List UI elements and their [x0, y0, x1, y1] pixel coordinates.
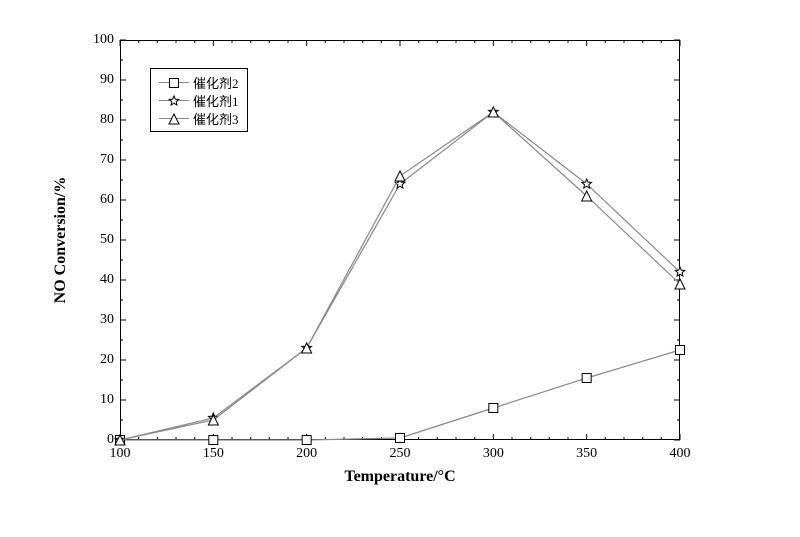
- x-tick-label: 300: [483, 446, 504, 462]
- legend-label: 催化剂2: [193, 73, 239, 92]
- open-star-icon: [169, 96, 179, 106]
- y-tick-label: 40: [74, 272, 114, 288]
- legend-item: 催化剂3: [159, 109, 239, 127]
- legend-label: 催化剂1: [193, 91, 239, 110]
- legend-item: 催化剂1: [159, 91, 239, 109]
- y-tick-label: 100: [74, 32, 114, 48]
- y-tick-label: 90: [74, 72, 114, 88]
- legend: 催化剂2催化剂1催化剂3: [150, 68, 248, 132]
- series-line: [120, 112, 680, 440]
- open-triangle-icon: [169, 114, 179, 124]
- x-tick-label: 200: [296, 446, 317, 462]
- y-tick-label: 70: [74, 152, 114, 168]
- open-square-icon: [169, 78, 179, 88]
- data-point-marker: [395, 171, 405, 181]
- y-tick-label: 50: [74, 232, 114, 248]
- series-line: [120, 112, 680, 440]
- y-tick-label: 0: [74, 432, 114, 448]
- y-tick-label: 20: [74, 352, 114, 368]
- x-tick-label: 350: [576, 446, 597, 462]
- data-point-marker: [582, 374, 591, 383]
- data-point-marker: [489, 404, 498, 413]
- legend-item: 催化剂2: [159, 73, 239, 91]
- legend-label: 催化剂3: [193, 109, 239, 128]
- x-tick-label: 250: [390, 446, 411, 462]
- y-tick-label: 60: [74, 192, 114, 208]
- y-tick-label: 80: [74, 112, 114, 128]
- y-tick-label: 10: [74, 392, 114, 408]
- data-point-marker: [676, 346, 685, 355]
- y-axis-title: NO Conversion/%: [52, 177, 70, 304]
- x-tick-label: 400: [670, 446, 691, 462]
- x-tick-label: 100: [110, 446, 131, 462]
- y-tick-label: 30: [74, 312, 114, 328]
- legend-sample-line: [159, 82, 189, 83]
- legend-sample-line: [159, 118, 189, 119]
- legend-sample-line: [159, 100, 189, 101]
- series-line: [120, 350, 680, 440]
- data-point-marker: [209, 436, 218, 445]
- x-tick-label: 150: [203, 446, 224, 462]
- data-point-marker: [396, 434, 405, 443]
- data-point-marker: [302, 436, 311, 445]
- x-axis-title: Temperature/°C: [344, 468, 455, 486]
- chart-figure: 100 150 200 250 300 350 400 0 10 20 30 40 50 60 70 80 90…: [0, 0, 800, 537]
